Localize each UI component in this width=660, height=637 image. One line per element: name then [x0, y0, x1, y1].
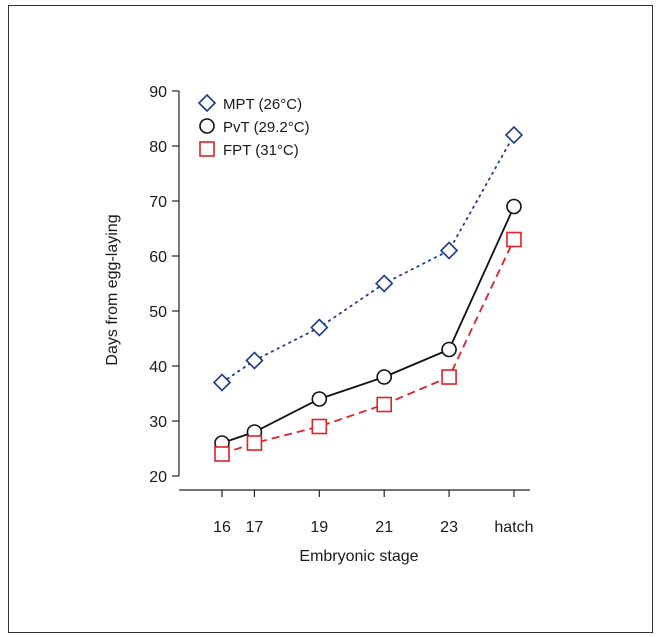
data-point-square — [376, 396, 393, 413]
y-tick-label: 40 — [149, 359, 167, 376]
legend-label: MPT (26°C) — [223, 96, 302, 113]
y-tick-label: 30 — [149, 414, 167, 431]
data-point-circle — [311, 391, 328, 407]
data-point-diamond — [212, 373, 232, 392]
y-tick-label: 90 — [149, 84, 167, 101]
data-point-square — [214, 446, 230, 462]
x-tick-label: 19 — [310, 519, 328, 536]
legend-marker — [199, 141, 215, 157]
y-tick-label: 70 — [149, 194, 167, 211]
data-point-circle — [506, 198, 522, 215]
data-point-diamond — [310, 318, 329, 337]
data-point-circle — [441, 341, 457, 358]
legend-label: FPT (31°C) — [223, 142, 299, 159]
x-axis-label: Embryonic stage — [299, 548, 418, 565]
series-line-circle — [221, 206, 515, 444]
y-tick-label: 50 — [149, 304, 167, 321]
data-point-diamond — [504, 125, 524, 145]
y-tick-label: 80 — [149, 139, 167, 156]
data-point-diamond — [375, 274, 394, 293]
series-line-diamond — [221, 134, 515, 384]
axes: 20 30 40 50 60 70 80 90 16 17 19 21 23 hatch — [149, 84, 533, 536]
data-point-square — [441, 369, 457, 385]
figure-frame — [8, 5, 653, 633]
data-point-square — [246, 435, 263, 451]
data-point-circle — [376, 369, 393, 385]
data-point-square — [506, 231, 522, 248]
x-tick-label: hatch — [494, 519, 533, 536]
y-tick-label: 60 — [149, 249, 167, 266]
y-axis-label: Days from egg-laying — [104, 214, 121, 365]
legend-marker — [197, 93, 217, 113]
data-point-diamond — [245, 351, 264, 370]
series-markers — [212, 125, 524, 462]
x-tick-label: 21 — [375, 519, 393, 536]
series-line-square — [221, 239, 515, 455]
data-point-square — [311, 418, 328, 435]
y-tick-label: 20 — [149, 469, 167, 486]
legend-label: PvT (29.2°C) — [223, 119, 310, 136]
legend: MPT (26°C) PvT (29.2°C) FPT (31°C) — [197, 93, 310, 159]
x-tick-label: 17 — [246, 519, 264, 536]
data-point-diamond — [439, 241, 459, 260]
x-tick-label: 23 — [440, 519, 458, 536]
legend-marker — [199, 118, 215, 134]
x-tick-label: 16 — [213, 519, 231, 536]
series-lines — [221, 134, 515, 455]
